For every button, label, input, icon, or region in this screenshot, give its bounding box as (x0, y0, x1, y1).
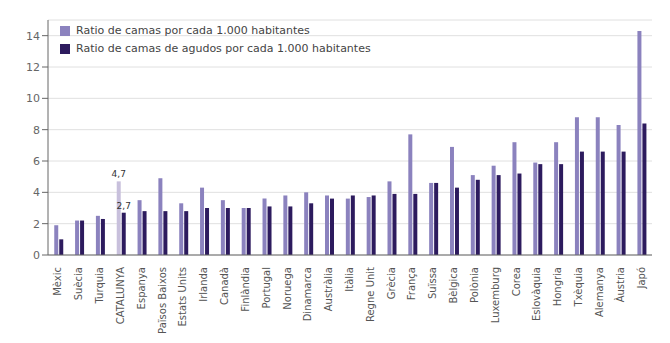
svg-text:Finlàndia: Finlàndia (240, 267, 251, 312)
html-text:Ratio de camas de agudos por c: Ratio de camas de agudos por cada 1.000 … (76, 42, 371, 55)
svg-text:Itàlia: Itàlia (344, 267, 355, 292)
svg-text:Regne Unit: Regne Unit (365, 267, 376, 322)
svg-text:14: 14 (26, 30, 40, 43)
svg-text:Canadà: Canadà (219, 267, 230, 305)
svg-text:Noruega: Noruega (282, 267, 293, 310)
svg-text:Alemanya: Alemanya (594, 267, 605, 317)
svg-text:Àustria: Àustria (614, 267, 626, 302)
svg-text:Suècia: Suècia (73, 267, 84, 300)
svg-text:Polònia: Polònia (469, 267, 480, 303)
svg-text:2: 2 (33, 218, 40, 231)
svg-text:Luxemburg: Luxemburg (490, 267, 501, 323)
svg-text:Eslovàquia: Eslovàquia (531, 267, 542, 321)
svg-text:Estats Units: Estats Units (177, 267, 188, 326)
svg-text:Països Baixos: Països Baixos (157, 267, 168, 334)
svg-text:Espanya: Espanya (136, 267, 147, 309)
svg-text:Turquia: Turquia (94, 267, 105, 304)
svg-text:Mèxic: Mèxic (52, 267, 63, 296)
svg-text:4: 4 (33, 186, 40, 199)
svg-text:Bèlgica: Bèlgica (448, 267, 459, 304)
svg-text:Japó: Japó (636, 267, 647, 290)
svg-text:Corea: Corea (511, 267, 522, 296)
svg-text:0: 0 (33, 249, 40, 262)
html-text:Ratio de camas por cada 1.000: Ratio de camas por cada 1.000 habitantes (76, 24, 310, 37)
svg-text:8: 8 (33, 124, 40, 137)
svg-text:Dinamarca: Dinamarca (302, 267, 313, 321)
svg-text:Portugal: Portugal (261, 267, 272, 308)
svg-text:Suïssa: Suïssa (427, 267, 438, 299)
svg-text:Grècia: Grècia (386, 267, 397, 299)
svg-text:12: 12 (26, 61, 40, 74)
svg-text:França: França (406, 267, 417, 300)
svg-text:CATALUNYA: CATALUNYA (115, 267, 126, 324)
svg-text:Austràlia: Austràlia (323, 267, 334, 311)
svg-text:Hongria: Hongria (552, 267, 563, 306)
svg-text:Irlanda: Irlanda (198, 267, 209, 302)
svg-text:2,7: 2,7 (117, 201, 131, 211)
svg-text:6: 6 (33, 155, 40, 168)
svg-text:Txèquia: Txèquia (573, 267, 584, 307)
svg-text:4,7: 4,7 (112, 169, 126, 179)
svg-text:10: 10 (26, 92, 40, 105)
